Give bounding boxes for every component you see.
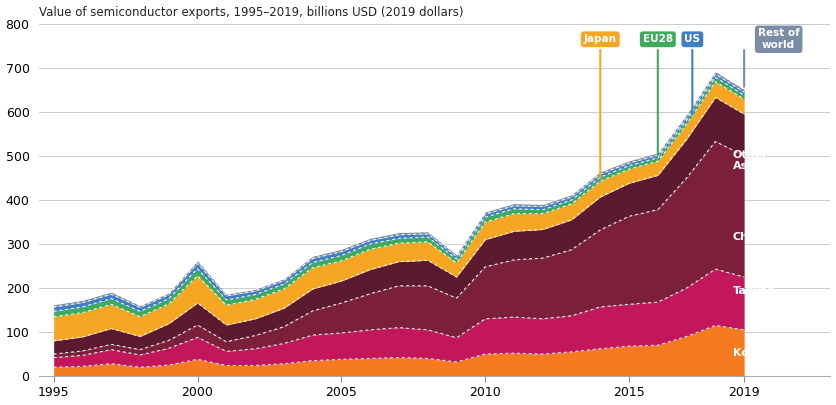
Text: Taiwan: Taiwan xyxy=(732,286,776,296)
Text: Rest of
world: Rest of world xyxy=(757,28,799,50)
Text: Other
Asia: Other Asia xyxy=(732,149,768,171)
Text: Japan: Japan xyxy=(584,34,617,44)
Text: EU28: EU28 xyxy=(643,34,673,44)
Text: China: China xyxy=(732,232,767,242)
Text: US: US xyxy=(685,34,701,44)
Text: Value of semiconductor exports, 1995–2019, billions USD (2019 dollars): Value of semiconductor exports, 1995–201… xyxy=(39,6,464,19)
Text: Korea: Korea xyxy=(732,348,769,358)
